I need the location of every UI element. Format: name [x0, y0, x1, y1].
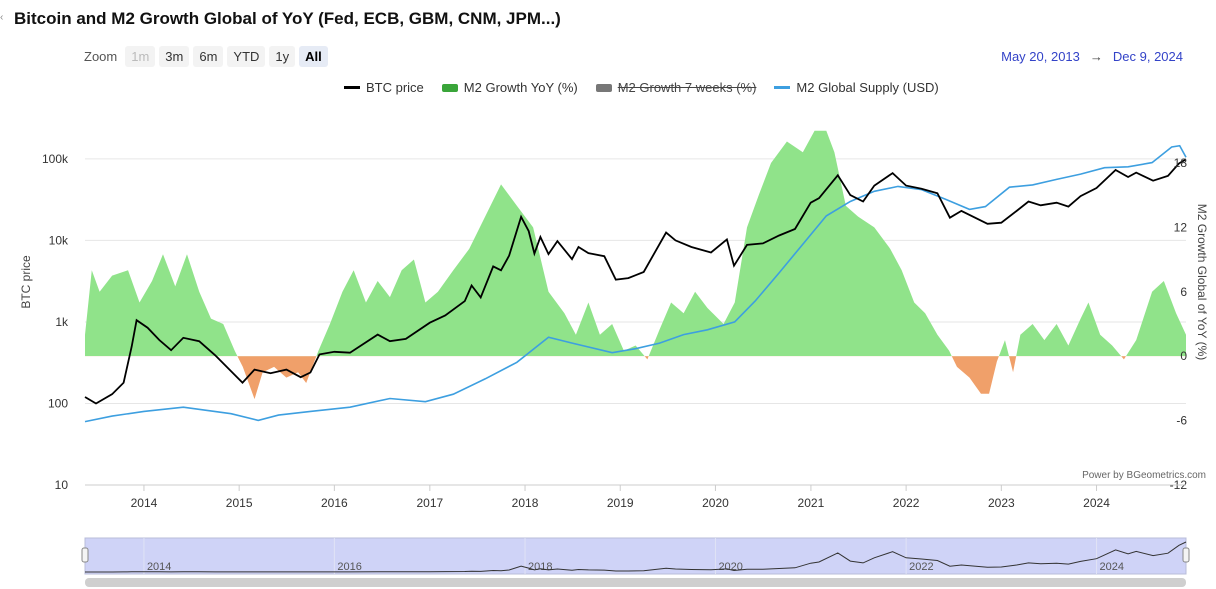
legend-item-btc[interactable]: BTC price — [344, 80, 424, 95]
legend-item-m2-growth[interactable]: M2 Growth YoY (%) — [441, 80, 578, 95]
x-tick-label: 2016 — [321, 496, 348, 510]
legend-label: BTC price — [366, 80, 424, 95]
zoom-button-all[interactable]: All — [299, 46, 328, 67]
x-tick-label: 2021 — [798, 496, 825, 510]
x-tick-label: 2019 — [607, 496, 634, 510]
btc-price-line — [84, 158, 1187, 405]
zoom-button-ytd[interactable]: YTD — [227, 46, 266, 67]
x-axis-ticks: 2014 2015 2016 2017 2018 2019 2020 2021 2022 2023… — [85, 484, 1186, 510]
legend-area-icon — [441, 83, 458, 92]
navigator-series-line — [85, 541, 1187, 573]
right-axis-title: M2 Growth Global of YoY (%) — [1195, 204, 1209, 361]
series-line — [84, 158, 1187, 405]
left-axis-ticks: 10 100 1k 10k 100k — [42, 152, 69, 492]
zoom-button-6m[interactable]: 6m — [193, 46, 224, 67]
navigator-handle[interactable] — [1182, 547, 1190, 563]
date-from[interactable]: May 20, 2013 — [1001, 49, 1080, 64]
zoom-bar: Zoom 1m 3m 6m YTD 1y All — [84, 46, 328, 67]
zoom-label: Zoom — [84, 49, 118, 64]
navigator-label: 2014 — [147, 561, 171, 573]
navigator-label: 2024 — [1100, 561, 1124, 573]
date-range: May 20, 2013 → Dec 9, 2024 — [1001, 49, 1183, 64]
x-tick-label: 2023 — [988, 496, 1015, 510]
m2-growth-area-fill — [237, 356, 1126, 400]
right-tick-label: 12 — [1174, 220, 1188, 234]
arrow-right-icon: → — [1089, 49, 1103, 64]
m2-growth-area-fill — [85, 130, 1186, 357]
left-tick-label: 1k — [55, 315, 69, 329]
zoom-button-1m[interactable]: 1m — [125, 46, 156, 67]
navigator-scrollbar[interactable] — [85, 578, 1186, 587]
navigator-window — [84, 537, 1187, 575]
right-tick-label: 0 — [1180, 349, 1187, 363]
legend-label: M2 Growth 7 weeks (%) — [617, 80, 757, 95]
left-axis-title: BTC price — [19, 255, 33, 309]
left-tick-label: 100k — [42, 152, 69, 166]
m2-growth-area-negative — [237, 356, 1126, 400]
watermark: Power by BGeometrics.com — [1082, 470, 1206, 481]
legend-label: M2 Global Supply (USD) — [796, 80, 939, 95]
legend-item-m2-7weeks[interactable]: M2 Growth 7 weeks (%) — [595, 80, 757, 95]
chart-title: Bitcoin and M2 Growth Global of YoY (Fed… — [14, 9, 561, 28]
left-tick-label: 10k — [49, 233, 69, 247]
right-tick-label: -6 — [1176, 414, 1187, 428]
x-tick-label: 2024 — [1083, 496, 1110, 510]
navigator-label: 2022 — [909, 561, 933, 573]
legend-item-m2-supply[interactable]: M2 Global Supply (USD) — [774, 80, 939, 95]
x-tick-label: 2015 — [226, 496, 253, 510]
legend-label: M2 Growth YoY (%) — [463, 80, 578, 95]
legend-area-icon — [595, 83, 612, 92]
right-tick-label: 18 — [1174, 156, 1188, 170]
chart-legend: BTC price M2 Growth YoY (%) M2 Growth 7 … — [344, 80, 939, 95]
x-tick-label: 2017 — [416, 496, 443, 510]
m2-supply-line — [84, 144, 1187, 423]
right-tick-label: 6 — [1180, 285, 1187, 299]
m2-growth-area-positive — [85, 130, 1186, 357]
navigator-label: 2018 — [528, 561, 552, 573]
navigator-handle[interactable] — [81, 547, 89, 563]
series-line — [84, 144, 1187, 423]
x-tick-label: 2014 — [131, 496, 158, 510]
left-tick-label: 100 — [48, 396, 68, 410]
x-tick-label: 2020 — [702, 496, 729, 510]
zoom-button-1y[interactable]: 1y — [269, 46, 296, 67]
navigator: 2014 2016 2018 2020 2022 2024 — [81, 537, 1190, 587]
x-tick-label: 2018 — [512, 496, 539, 510]
date-to[interactable]: Dec 9, 2024 — [1112, 49, 1183, 64]
zoom-button-3m[interactable]: 3m — [159, 46, 190, 67]
legend-line-icon — [774, 86, 791, 89]
left-tick-label: 10 — [55, 478, 69, 492]
navigator-label: 2020 — [718, 561, 742, 573]
x-tick-label: 2022 — [893, 496, 920, 510]
legend-line-icon — [344, 86, 360, 89]
chevron-left-icon[interactable]: ‹ — [0, 12, 4, 23]
navigator-label: 2016 — [337, 561, 361, 573]
